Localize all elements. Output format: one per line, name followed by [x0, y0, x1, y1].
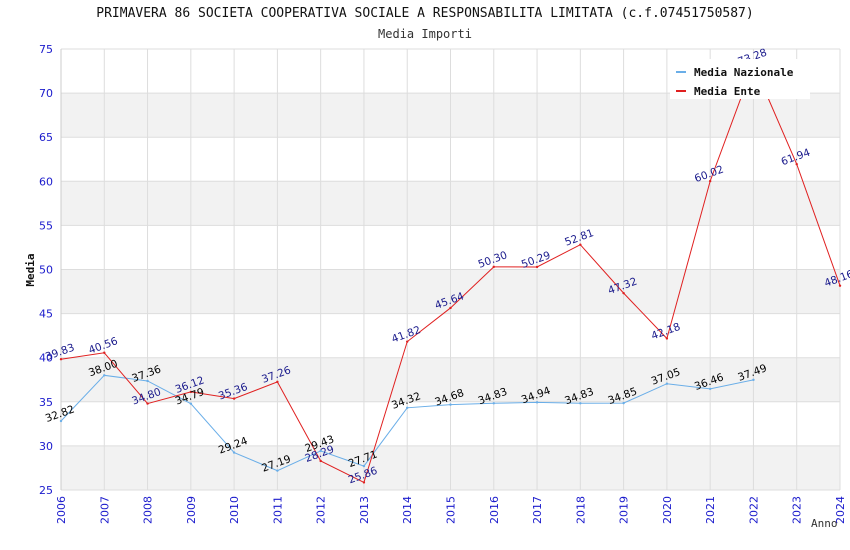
y-tick-label: 30: [39, 440, 53, 453]
chart-title: PRIMAVERA 86 SOCIETA COOPERATIVA SOCIALE…: [96, 6, 754, 21]
data-point: [319, 459, 322, 463]
data-point: [232, 451, 236, 454]
data-point: [449, 306, 452, 310]
x-tick-label: 2013: [358, 496, 371, 524]
y-tick-label: 55: [39, 219, 53, 232]
x-tick-label: 2016: [488, 496, 501, 524]
x-tick-label: 2019: [618, 496, 631, 524]
chart-subtitle: Media Importi: [378, 27, 472, 41]
series-lines: [59, 62, 842, 484]
data-point: [795, 162, 798, 166]
x-tick-label: 2011: [271, 496, 284, 524]
y-tick-label: 25: [39, 484, 53, 497]
data-point: [665, 337, 669, 340]
data-point: [276, 469, 279, 472]
data-point: [492, 265, 495, 269]
x-tick-label: 2010: [228, 496, 241, 524]
x-tick-label: 2020: [661, 496, 674, 524]
x-axis-ticks: 2006 2007 2008 2009 2010 2011 2012 2013 2014 2015…: [55, 496, 847, 524]
data-point: [665, 382, 669, 385]
data-point: [752, 378, 755, 382]
x-tick-label: 2017: [531, 496, 544, 524]
data-point: [59, 357, 63, 361]
y-tick-label: 50: [39, 264, 53, 277]
x-tick-label: 2024: [834, 496, 847, 524]
x-tick-label: 2023: [791, 496, 804, 524]
x-tick-label: 2012: [315, 496, 328, 524]
data-point: [146, 379, 149, 383]
y-tick-label: 75: [39, 43, 53, 56]
x-tick-label: 2014: [401, 496, 414, 524]
data-point: [622, 401, 625, 405]
data-point: [319, 449, 322, 453]
x-tick-label: 2015: [445, 496, 458, 524]
data-point: [189, 390, 193, 394]
data-point: [708, 387, 712, 391]
data-point: [232, 397, 236, 400]
y-tick-label: 60: [39, 175, 53, 188]
legend-label: Media Nazionale: [694, 66, 794, 79]
x-axis-label: Anno: [811, 517, 838, 530]
data-point: [189, 402, 193, 405]
y-axis-ticks: 25 30 35 40 45 50 55 60 65 70 75: [39, 43, 53, 497]
x-tick-label: 2007: [98, 496, 111, 524]
data-point: [622, 291, 625, 295]
y-tick-label: 70: [39, 87, 53, 100]
legend: Media Nazionale Media Ente: [670, 59, 810, 99]
y-tick-label: 40: [39, 352, 53, 365]
data-point: [146, 402, 149, 405]
data-point: [708, 179, 712, 183]
data-point: [579, 402, 582, 405]
x-tick-label: 2022: [747, 496, 760, 524]
data-point: [362, 464, 366, 468]
data-point: [406, 340, 409, 343]
data-point: [103, 351, 106, 354]
y-axis-label: Media: [24, 253, 37, 286]
data-point: [492, 402, 495, 405]
y-tick-label: 35: [39, 396, 53, 409]
data-point: [535, 265, 539, 269]
legend-box: [670, 59, 810, 99]
legend-label: Media Ente: [694, 85, 761, 98]
x-tick-label: 2008: [142, 496, 155, 524]
x-tick-label: 2021: [704, 496, 717, 524]
x-tick-label: 2006: [55, 496, 68, 524]
x-tick-label: 2009: [185, 496, 198, 524]
x-tick-label: 2018: [574, 496, 587, 524]
y-tick-label: 65: [39, 131, 53, 144]
data-point: [406, 406, 409, 409]
data-point: [838, 284, 842, 287]
data-point: [535, 401, 539, 404]
data-point: [449, 403, 452, 406]
y-tick-label: 45: [39, 308, 53, 321]
data-point: [362, 481, 366, 484]
data-point: [276, 380, 279, 384]
data-point: [579, 243, 582, 246]
data-point: [103, 374, 106, 377]
data-point: [59, 419, 63, 423]
